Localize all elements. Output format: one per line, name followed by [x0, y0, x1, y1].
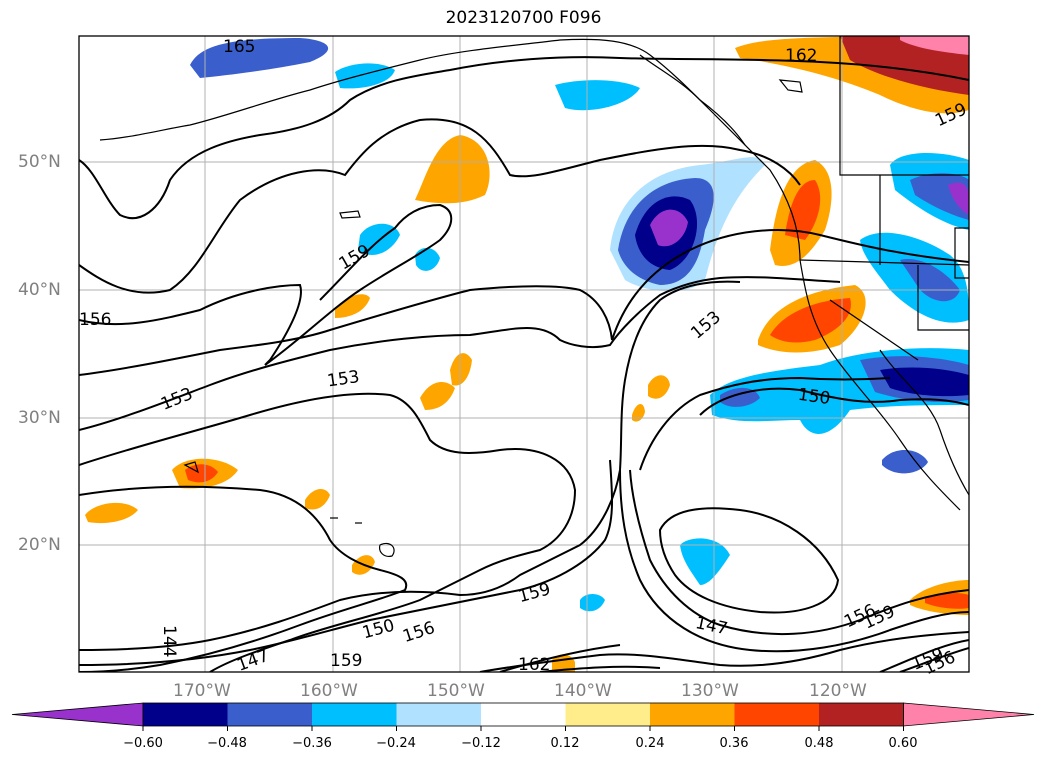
contour-label: 153: [687, 307, 725, 343]
contour-label: 147: [234, 646, 271, 676]
colorbar-extend-low: [11, 702, 144, 727]
lon-label: 160°W: [300, 681, 358, 701]
colorbar: [11, 702, 1035, 731]
contour-label: 144: [159, 625, 179, 657]
colorbar-tick-label: 0.24: [635, 736, 665, 751]
anomaly-fill-layer: [85, 36, 969, 672]
colorbar-extend-high: [903, 702, 1035, 727]
colorbar-segment: [565, 703, 651, 726]
anomaly-blob: [785, 180, 821, 240]
anomaly-blob: [555, 80, 640, 111]
anomaly-blob: [650, 209, 688, 247]
lon-label: 130°W: [681, 681, 739, 701]
colorbar-segment: [481, 703, 566, 726]
lon-label: 170°W: [173, 681, 231, 701]
anomaly-blob: [85, 502, 138, 524]
anomaly-blob: [415, 135, 490, 204]
anomaly-blob: [948, 182, 969, 215]
height-contours: [79, 56, 969, 672]
colorbar-segment: [819, 703, 904, 726]
colorbar-tick-label: −0.24: [376, 736, 416, 751]
colorbar-tick-label: 0.48: [804, 736, 834, 751]
contour-label: 156: [400, 618, 437, 647]
anomaly-blob: [190, 38, 329, 78]
contour-label: 162: [785, 46, 817, 66]
contour-label: 165: [223, 37, 255, 57]
colorbar-segment: [650, 703, 735, 726]
anomaly-blob: [882, 450, 928, 474]
colorbar-frame: [142, 702, 904, 727]
anomaly-blob: [420, 382, 455, 410]
lat-label: 50°N: [18, 152, 61, 172]
colorbar-segment: [143, 703, 228, 726]
lat-label: 20°N: [18, 535, 61, 555]
lon-label: 150°W: [427, 681, 485, 701]
colorbar-segment: [734, 703, 820, 726]
anomaly-blob: [415, 247, 440, 271]
anomaly-blob: [680, 538, 730, 585]
contour-label: 162: [518, 655, 550, 675]
colorbar-tick-label: 0.36: [719, 736, 749, 751]
contour-label: 153: [326, 367, 361, 391]
colorbar-tick-label: −0.60: [123, 736, 163, 751]
anomaly-blob: [335, 63, 395, 89]
anomaly-blob: [305, 488, 330, 510]
colorbar-tick-label: 0.12: [550, 736, 580, 751]
lon-label: 120°W: [809, 681, 867, 701]
contour-label: 153: [158, 384, 196, 415]
anomaly-blob: [880, 367, 969, 397]
anomaly-blob: [900, 259, 960, 302]
anomaly-blob: [770, 298, 851, 343]
anomaly-blob: [450, 353, 472, 386]
anomaly-blob: [632, 404, 645, 422]
contour-label: 150: [797, 385, 832, 409]
contour-label: 150: [360, 616, 397, 644]
colorbar-tick-label: 0.60: [888, 736, 918, 751]
colorbar-segment: [396, 703, 482, 726]
contour-label: 156: [79, 310, 111, 330]
contour-label: 159: [330, 651, 362, 671]
colorbar-tick-label: −0.36: [292, 736, 332, 751]
colorbar-segment: [312, 703, 397, 726]
colorbar-tick-label: −0.48: [207, 736, 247, 751]
colorbar-tick-label: −0.12: [461, 736, 501, 751]
anomaly-blob: [580, 594, 605, 612]
colorbar-segment: [227, 703, 313, 726]
anomaly-blob: [925, 593, 969, 609]
map-title: 2023120700 F096: [445, 8, 602, 28]
lat-label: 40°N: [18, 280, 61, 300]
contour-label: 159: [516, 579, 553, 607]
anomaly-blob: [720, 387, 760, 407]
gridlines: [79, 36, 969, 672]
coastlines: [99, 36, 969, 557]
anomaly-blob: [648, 375, 670, 399]
lat-label: 30°N: [18, 408, 61, 428]
anomaly-blob: [900, 36, 969, 55]
lon-label: 140°W: [554, 681, 612, 701]
map-frame: [78, 35, 970, 673]
anomaly-blob: [335, 294, 370, 318]
